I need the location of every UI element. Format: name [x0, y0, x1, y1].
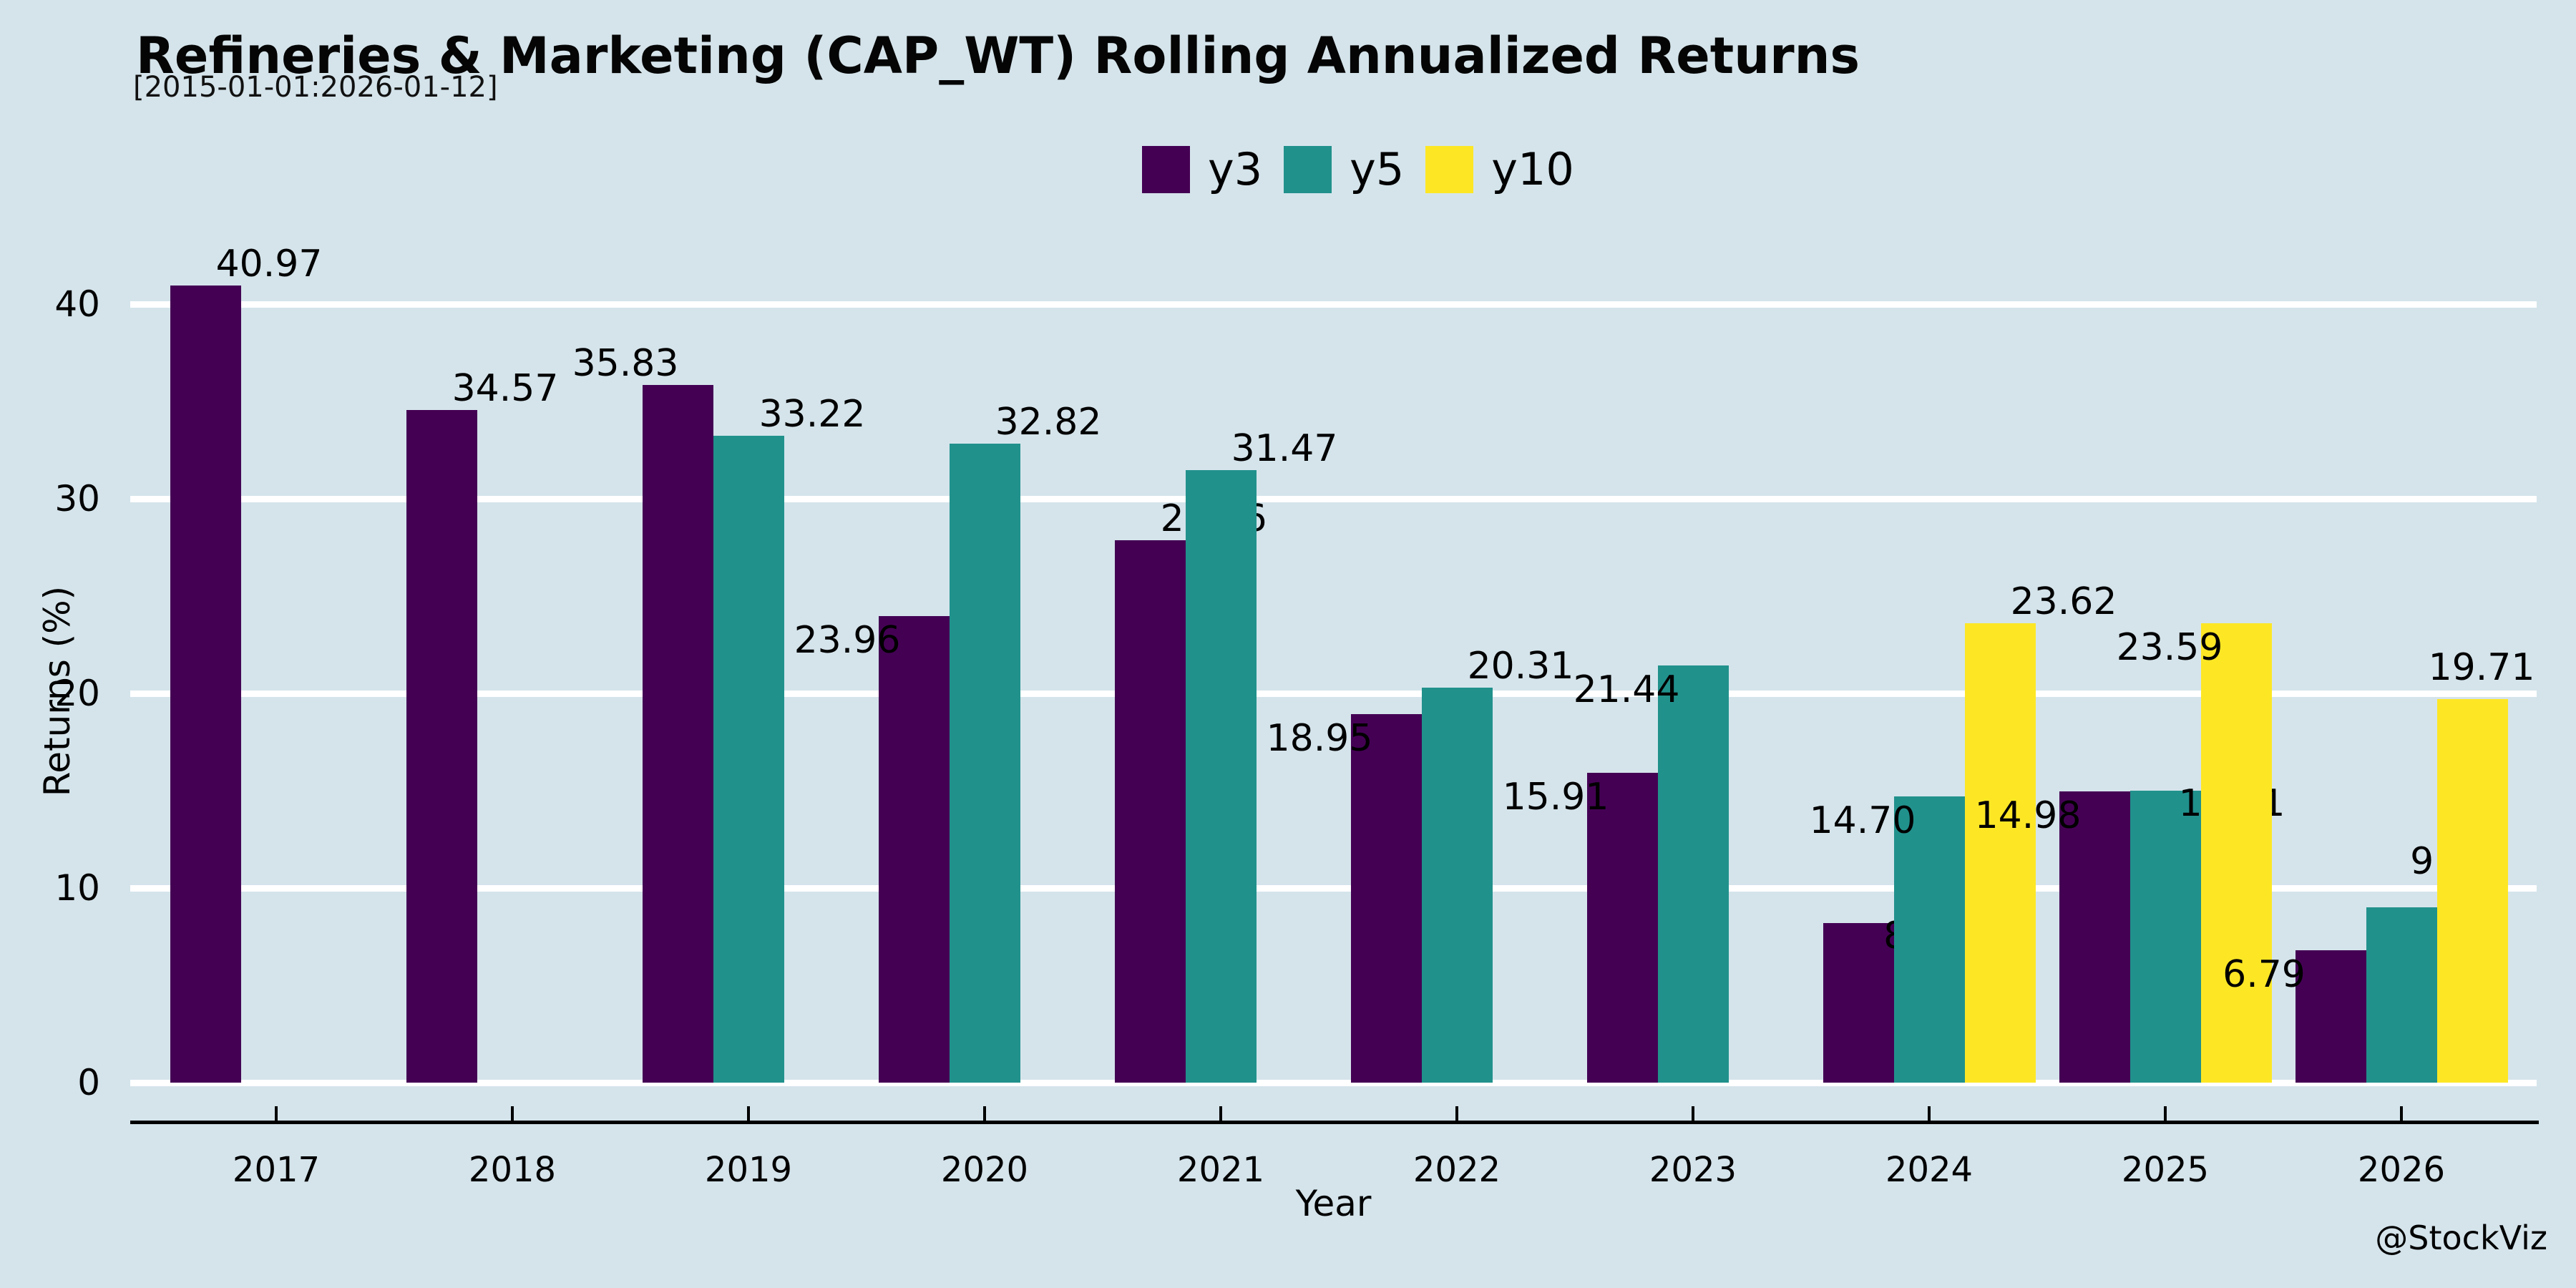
grid-line — [130, 690, 2537, 697]
bar-y3-2018 — [406, 409, 477, 1083]
x-tick-label: 2017 — [232, 1150, 321, 1190]
bar-y3-2023 — [1586, 773, 1658, 1083]
bar-value-label: 32.82 — [995, 401, 1102, 444]
legend-swatch-y10 — [1425, 146, 1474, 193]
bar-y5-2024 — [1893, 796, 1965, 1083]
watermark: @StockViz — [2375, 1219, 2547, 1257]
legend-item-y5: y5 — [1284, 146, 1404, 193]
x-axis-title: Year — [1295, 1183, 1372, 1224]
x-tick-mark — [1928, 1106, 1931, 1121]
bar-y3-2026 — [2295, 950, 2366, 1083]
bar-y5-2021 — [1185, 470, 1257, 1083]
bar-y5-2025 — [2129, 790, 2201, 1083]
bar-y3-2020 — [878, 616, 950, 1083]
bar-y3-2019 — [642, 385, 713, 1083]
grid-line — [130, 1079, 2537, 1086]
bar-y5-2020 — [949, 444, 1020, 1083]
x-tick-label: 2022 — [1413, 1150, 1501, 1190]
chart-subtitle: [2015-01-01:2026-01-12] — [133, 71, 498, 104]
bar-value-label: 15.91 — [1502, 776, 1609, 819]
legend-label: y10 — [1491, 143, 1574, 195]
grid-line — [130, 495, 2537, 502]
x-tick-mark — [2400, 1106, 2403, 1121]
legend-swatch-y3 — [1142, 146, 1190, 193]
x-tick-label: 2020 — [940, 1150, 1029, 1190]
bar-value-label: 21.44 — [1573, 668, 1680, 711]
bar-y5-2026 — [2366, 907, 2437, 1083]
bar-value-label: 31.47 — [1231, 427, 1338, 471]
grid-line — [130, 301, 2537, 308]
y-tick-label: 40 — [54, 283, 100, 325]
bar-y3-2025 — [2059, 791, 2130, 1083]
bar-value-label: 23.96 — [794, 619, 901, 663]
grid-line — [130, 884, 2537, 892]
bar-value-label: 33.22 — [758, 393, 866, 436]
legend: y3 y5 y10 — [1142, 146, 1574, 193]
y-tick-label: 0 — [77, 1062, 100, 1103]
legend-item-y10: y10 — [1425, 146, 1574, 193]
legend-label: y5 — [1350, 143, 1405, 195]
x-tick-mark — [1692, 1106, 1694, 1121]
legend-item-y3: y3 — [1142, 146, 1262, 193]
bar-value-label: 34.57 — [452, 366, 559, 410]
chart-title: Refineries & Marketing (CAP_WT) Rolling … — [136, 26, 1860, 85]
y-tick-label: 10 — [54, 867, 100, 909]
y-tick-label: 30 — [54, 478, 100, 519]
bar-y10-2024 — [1964, 623, 2036, 1083]
bar-value-label: 23.59 — [2116, 626, 2223, 670]
x-tick-mark — [747, 1106, 750, 1121]
x-tick-label: 2025 — [2121, 1150, 2210, 1190]
bar-value-label: 14.98 — [1974, 794, 2082, 837]
bar-value-label: 35.83 — [572, 342, 679, 386]
x-tick-label: 2019 — [704, 1150, 793, 1190]
bar-y3-2021 — [1114, 540, 1186, 1083]
bar-value-label: 20.31 — [1467, 644, 1574, 688]
x-tick-mark — [1455, 1106, 1458, 1121]
x-tick-label: 2018 — [468, 1150, 557, 1190]
bar-y3-2017 — [170, 285, 241, 1083]
bar-y5-2019 — [713, 436, 784, 1083]
bar-value-label: 6.79 — [2223, 953, 2306, 997]
x-tick-mark — [1219, 1106, 1222, 1121]
x-tick-mark — [511, 1106, 514, 1121]
x-tick-label: 2024 — [1885, 1150, 1974, 1190]
bar-value-label: 18.95 — [1266, 716, 1373, 760]
x-axis-spine — [130, 1121, 2539, 1124]
legend-label: y3 — [1208, 143, 1263, 195]
bar-value-label: 40.97 — [215, 242, 323, 286]
x-tick-label: 2026 — [2357, 1150, 2446, 1190]
x-tick-mark — [275, 1106, 278, 1121]
bar-value-label: 19.71 — [2428, 645, 2535, 689]
x-tick-label: 2021 — [1176, 1150, 1265, 1190]
bar-y5-2023 — [1657, 665, 1729, 1083]
x-tick-label: 2023 — [1649, 1150, 1737, 1190]
bar-y3-2022 — [1350, 713, 1422, 1083]
bar-y3-2024 — [1823, 922, 1894, 1083]
y-axis-title: Returns (%) — [36, 585, 78, 797]
legend-swatch-y5 — [1284, 146, 1332, 193]
bar-value-label: 23.62 — [2010, 580, 2117, 623]
bar-value-label: 14.70 — [1809, 799, 1916, 843]
bar-y5-2022 — [1421, 687, 1493, 1083]
x-tick-mark — [983, 1106, 986, 1121]
bar-y10-2026 — [2436, 698, 2508, 1083]
x-tick-mark — [2164, 1106, 2167, 1121]
bar-y10-2025 — [2200, 623, 2272, 1083]
y-tick-label: 20 — [54, 673, 100, 714]
